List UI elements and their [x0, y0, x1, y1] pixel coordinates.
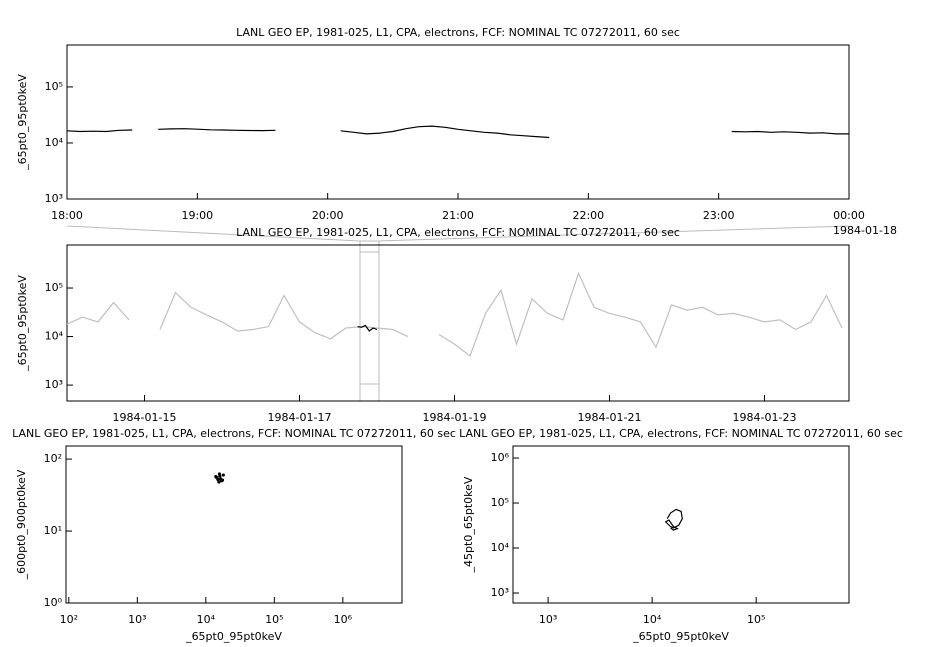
x-tick-label: 20:00 [312, 209, 344, 222]
data-line [357, 324, 378, 332]
x-tick-label: 10⁵ [747, 613, 765, 626]
plot-frame [66, 44, 850, 200]
x-tick-label: 10³ [128, 613, 146, 626]
y-axis-label: _65pt0_95pt0keV [16, 74, 29, 171]
chart-title: LANL GEO EP, 1981-025, L1, CPA, electron… [12, 427, 456, 440]
data-point [217, 480, 221, 484]
plot-frame [65, 445, 403, 604]
x-tick-label: 21:00 [442, 209, 474, 222]
y-tick-label: 10⁰ [44, 596, 63, 609]
chart-title: LANL GEO EP, 1981-025, L1, CPA, electron… [459, 427, 903, 440]
x-axis-label: _65pt0_95pt0keV [632, 630, 729, 643]
y-tick-label: 10¹ [44, 524, 62, 537]
x-tick-label: 10² [60, 613, 78, 626]
x-tick-label: 10³ [539, 613, 557, 626]
data-line [664, 508, 683, 531]
x-tick-label: 18:00 [51, 209, 83, 222]
chart-title: LANL GEO EP, 1981-025, L1, CPA, electron… [236, 26, 680, 39]
x-tick-label: 1984-01-19 [423, 411, 487, 424]
x-tick-label: 10⁴ [197, 613, 216, 626]
x-axis-label: _65pt0_95pt0keV [185, 630, 282, 643]
x-tick-label: 10⁵ [265, 613, 283, 626]
zoom-connector [66, 225, 361, 242]
data-point [217, 472, 222, 476]
y-axis-label: _65pt0_95pt0keV [16, 275, 29, 372]
x-tick-label: 22:00 [572, 209, 604, 222]
x-tick-label: 1984-01-15 [113, 411, 177, 424]
y-tick-label: 10² [44, 452, 62, 465]
y-tick-label: 10³ [45, 378, 63, 391]
y-tick-label: 10⁴ [491, 541, 510, 554]
date-label: 1984-01-18 [833, 224, 897, 237]
y-tick-label: 10⁶ [491, 451, 510, 464]
x-tick-label: 1984-01-23 [733, 411, 797, 424]
plot-frame [66, 244, 850, 402]
data-line [66, 271, 843, 357]
data-point [214, 475, 218, 479]
zoom-box [359, 240, 380, 402]
chart-title: LANL GEO EP, 1981-025, L1, CPA, electron… [236, 226, 680, 239]
y-axis-label: _45pt0_65pt0keV [462, 476, 475, 573]
x-tick-label: 19:00 [181, 209, 213, 222]
x-tick-label: 1984-01-21 [578, 411, 642, 424]
data-point [221, 473, 225, 477]
data-line [66, 125, 849, 139]
x-tick-label: 10⁶ [334, 613, 353, 626]
y-tick-label: 10⁴ [45, 330, 64, 343]
data-point [220, 478, 225, 482]
y-tick-label: 10⁵ [45, 281, 63, 294]
y-axis-label: _600pt0_900pt0keV [15, 469, 28, 580]
y-tick-label: 10⁴ [45, 136, 64, 149]
plot-frame [512, 445, 850, 604]
y-tick-label: 10⁵ [45, 80, 63, 93]
x-tick-label: 23:00 [703, 209, 735, 222]
y-tick-label: 10³ [45, 192, 63, 205]
zoom-connector [378, 225, 850, 242]
y-tick-label: 10⁵ [491, 496, 509, 509]
x-tick-label: 10⁴ [643, 613, 662, 626]
x-tick-label: 1984-01-17 [268, 411, 332, 424]
y-tick-label: 10³ [491, 586, 509, 599]
x-tick-label: 00:00 [833, 209, 865, 222]
